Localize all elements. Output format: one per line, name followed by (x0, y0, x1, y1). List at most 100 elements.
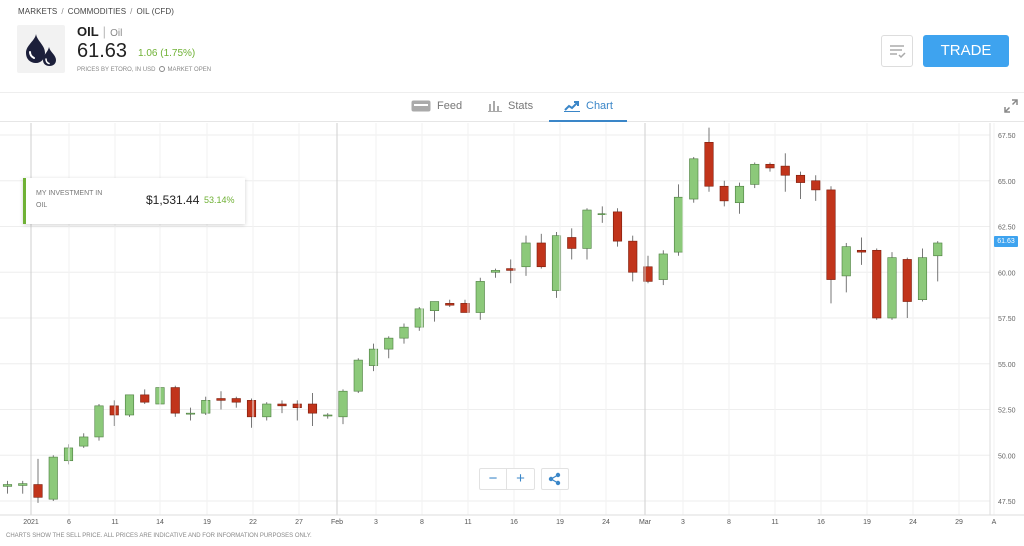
candle-body (887, 257, 897, 319)
candle-body (277, 403, 287, 407)
candle-body (734, 185, 745, 204)
tab-chart[interactable]: Chart (549, 94, 627, 122)
x-tick-label: 19 (556, 519, 564, 526)
x-tick-label: A (992, 519, 997, 526)
tab-stats[interactable]: Stats (488, 94, 533, 122)
y-tick-label: 60.00 (998, 270, 1016, 277)
breadcrumb-separator: / (61, 7, 64, 16)
candle-body (170, 387, 180, 414)
candle-body (353, 359, 363, 392)
candle-body (551, 235, 562, 291)
candle-body (368, 348, 379, 366)
candle-body (109, 405, 119, 416)
x-tick-label: 11 (464, 519, 471, 526)
price-meta: PRICES BY ETORO, IN USD MARKET OPEN (77, 66, 211, 73)
candle-body (18, 483, 28, 486)
candle-body (460, 303, 470, 313)
candle-body (643, 266, 653, 282)
candle-body (933, 242, 943, 257)
watchlist-button[interactable] (881, 35, 913, 67)
candle-body (780, 165, 790, 176)
investment-percent: 53.14% (204, 195, 235, 205)
x-tick-label: 3 (374, 519, 378, 526)
share-button[interactable] (541, 468, 569, 490)
x-tick-label: 3 (681, 519, 685, 526)
x-tick-label: 16 (817, 519, 825, 526)
candle-body (597, 213, 607, 215)
current-price: 61.63 (77, 40, 128, 62)
watchlist-icon (890, 45, 906, 59)
candle-body (506, 268, 516, 271)
price-chart[interactable]: 47.50 50.00 52.50 55.00 57.50 60.00 62.50 65.00… (0, 123, 1024, 543)
y-tick-label: 50.00 (998, 453, 1016, 460)
candle-body (658, 253, 668, 280)
x-tick-label: Mar (639, 519, 652, 526)
tab-bar: Feed Stats Chart (0, 94, 1024, 122)
x-tick-label: 14 (156, 519, 164, 526)
candle-body (185, 412, 196, 415)
x-tick-label: 2021 (23, 519, 39, 526)
tab-feed-label: Feed (437, 100, 463, 112)
investment-label: MY INVESTMENT IN OIL (36, 190, 103, 209)
candle-body (765, 163, 775, 169)
candle-body (33, 484, 43, 498)
breadcrumb-markets[interactable]: MARKETS (18, 7, 58, 16)
chart-icon (564, 101, 580, 113)
x-tick-label: 8 (727, 519, 731, 526)
candle-body (307, 403, 318, 414)
instrument-title: OIL | Oil (77, 24, 122, 39)
candle-body (445, 303, 455, 306)
breadcrumb-separator: / (130, 7, 133, 16)
trade-button[interactable]: TRADE (923, 35, 1009, 67)
candle-body (750, 163, 760, 185)
candle-body (216, 398, 226, 401)
header-divider (0, 92, 1024, 93)
stats-icon (488, 101, 502, 113)
price-change: 1.06 (1.75%) (138, 48, 196, 59)
candle-body (841, 246, 851, 277)
candle-body (582, 209, 592, 249)
candle-body (414, 308, 424, 328)
candle-body (689, 158, 699, 200)
x-tick-label: 24 (909, 519, 917, 526)
oil-drops-icon (17, 25, 65, 73)
candle-body (246, 400, 257, 418)
candle-body (521, 242, 531, 268)
breadcrumb-current: OIL (CFD) (136, 7, 174, 16)
x-tick-label: 27 (295, 519, 303, 526)
x-tick-label: 22 (249, 519, 257, 526)
x-tick-label: 19 (203, 519, 211, 526)
candle-body (124, 394, 135, 416)
y-tick-label: 67.50 (998, 133, 1016, 140)
title-divider: | (102, 24, 107, 39)
y-tick-label: 55.00 (998, 362, 1016, 369)
candle-body (719, 185, 729, 202)
x-tick-label: 8 (420, 519, 424, 526)
y-tick-label: 57.50 (998, 316, 1016, 323)
candle-body (826, 189, 836, 280)
candle-body (673, 196, 684, 253)
tab-stats-label: Stats (508, 100, 534, 112)
y-tick-label: 52.50 (998, 408, 1016, 415)
candle-body (140, 394, 150, 403)
zoom-in-button[interactable]: + (516, 470, 525, 487)
tab-feed[interactable]: Feed (411, 94, 462, 122)
x-tick-label: 19 (863, 519, 871, 526)
x-tick-label: Feb (331, 519, 343, 526)
x-tick-label: 24 (602, 519, 610, 526)
current-price-label: 61.63 (994, 236, 1018, 247)
investment-amount: $1,531.44 (146, 193, 200, 207)
x-tick-label: 11 (111, 519, 118, 526)
candle-body (490, 270, 501, 273)
candle-body (704, 142, 714, 187)
instrument-symbol: OIL (77, 24, 99, 39)
expand-icon[interactable] (1004, 99, 1018, 113)
y-tick-label: 47.50 (998, 499, 1016, 506)
breadcrumb-commodities[interactable]: COMMODITIES (67, 7, 127, 16)
zoom-out-button[interactable]: − (480, 469, 507, 489)
candle-body (201, 400, 211, 414)
candle-body (902, 259, 912, 302)
investment-card: MY INVESTMENT IN OIL $1,531.44 53.14% (23, 178, 245, 224)
candle-body (48, 456, 58, 500)
